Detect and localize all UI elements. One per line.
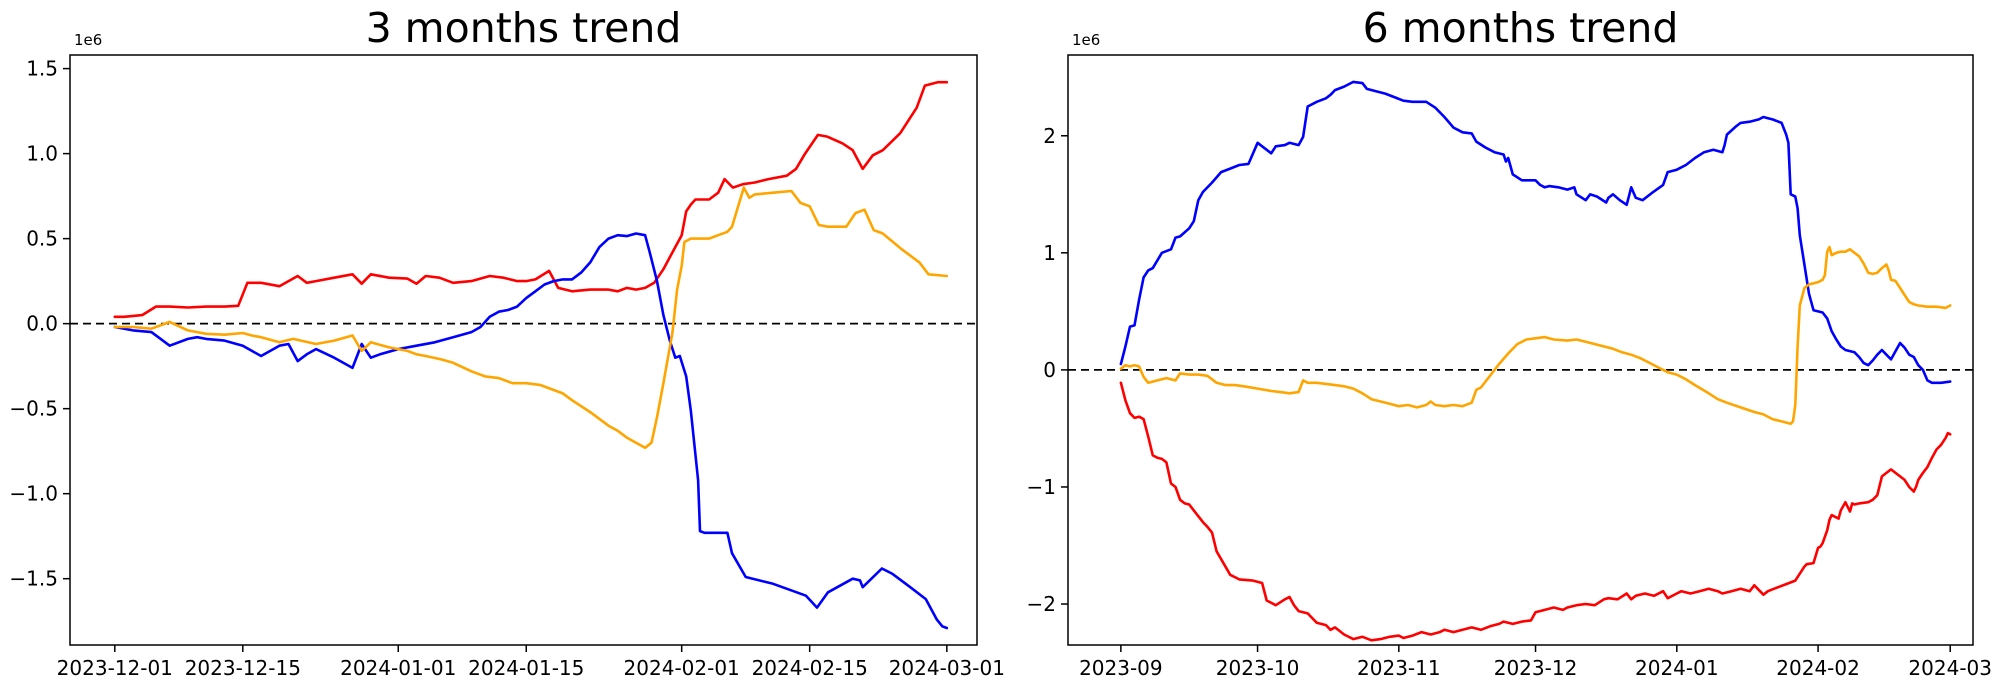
x-tick-label: 2024-02-01 [624, 656, 740, 680]
y-tick-label: 2 [1043, 124, 1056, 148]
axes-frame [1067, 54, 1974, 646]
series-orange-line [113, 186, 949, 450]
x-tick-label: 2024-02-15 [752, 656, 868, 680]
x-tick-label: 2024-01-01 [340, 656, 456, 680]
x-tick-label: 2023-12-01 [57, 656, 173, 680]
y-axis-offset-label-right: 1e6 [1072, 31, 1101, 49]
axes-frame [69, 54, 978, 646]
y-tick-label: 1.0 [26, 142, 58, 166]
y-tick-label: 1.5 [26, 57, 58, 81]
x-tick-label: 2023-10 [1216, 656, 1300, 680]
x-tick-label: 2023-12 [1494, 656, 1578, 680]
y-tick-label: −1.5 [9, 567, 58, 591]
x-tick-label: 2023-11 [1357, 656, 1441, 680]
y-tick-label: −1 [1027, 475, 1056, 499]
chart-title-3-months: 3 months trend [365, 4, 682, 52]
x-tick-label: 2024-02 [1776, 656, 1860, 680]
series-red-line [113, 80, 949, 319]
chart-3-months: 1.5 1.0 0.5 0.0 −0.5 −1.0 −1.5 2023-12-01 2023-1… [9, 54, 1005, 680]
series-red-line [1119, 381, 1952, 642]
x-tick-label: 2024-01-15 [468, 656, 584, 680]
y-tick-label: 1 [1043, 241, 1056, 265]
chart-title-6-months: 6 months trend [1362, 4, 1679, 52]
x-tick-label: 2024-01 [1635, 656, 1719, 680]
series-orange-line [1119, 245, 1952, 426]
y-tick-label: 0.0 [26, 312, 58, 336]
y-tick-label: 0 [1043, 358, 1056, 382]
chart-6-months: 2 1 0 −1 −2 2023-09 2023-10 2023-11 2023-12 2024-… [1027, 54, 1992, 680]
x-tick-label: 2023-12-15 [185, 656, 301, 680]
x-tick-label: 2023-09 [1079, 656, 1163, 680]
y-tick-label: −1.0 [9, 482, 58, 506]
y-tick-label: −2 [1027, 592, 1056, 616]
y-tick-label: 0.5 [26, 227, 58, 251]
y-axis-offset-label-left: 1e6 [74, 31, 103, 49]
series-blue-line [1119, 80, 1952, 385]
x-tick-label: 2024-03 [1908, 656, 1992, 680]
x-tick-label: 2024-03-01 [889, 656, 1005, 680]
series-blue-line [113, 232, 949, 630]
y-tick-label: −0.5 [9, 397, 58, 421]
